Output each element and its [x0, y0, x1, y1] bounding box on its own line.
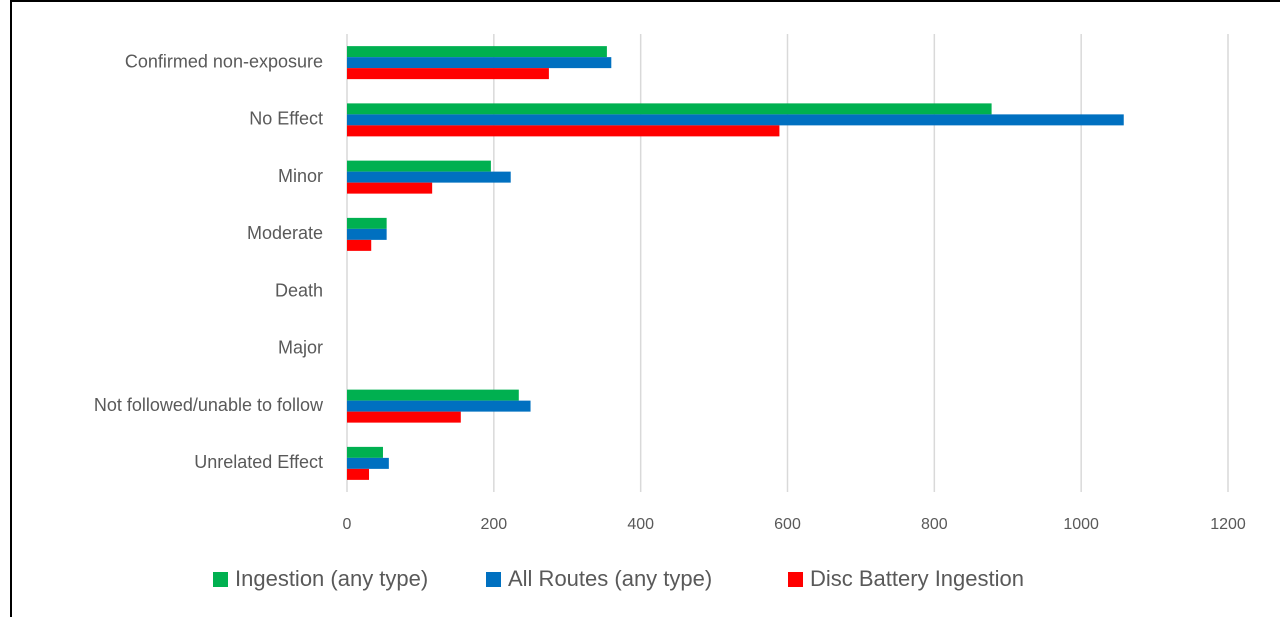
- y-tick-label: Death: [275, 280, 323, 300]
- bar: [347, 57, 612, 69]
- x-tick-label: 200: [480, 516, 507, 533]
- bar: [347, 446, 383, 458]
- y-tick-label: Unrelated Effect: [194, 452, 323, 472]
- bar: [347, 468, 370, 480]
- bar: [347, 400, 531, 412]
- legend-label: Disc Battery Ingestion: [810, 566, 1024, 591]
- legend-label: All Routes (any type): [508, 566, 712, 591]
- legend-swatch: [486, 572, 501, 587]
- bar: [347, 68, 549, 80]
- legend-label: Ingestion (any type): [235, 566, 428, 591]
- y-tick-label: Confirmed non-exposure: [125, 51, 323, 71]
- bar: [347, 160, 491, 172]
- x-tick-label: 0: [343, 516, 352, 533]
- y-tick-label: Major: [278, 338, 323, 358]
- bar: [347, 171, 511, 183]
- bar: [347, 103, 992, 115]
- y-tick-label: Moderate: [247, 223, 323, 243]
- bar: [347, 114, 1124, 126]
- bar: [347, 228, 387, 240]
- bar: [347, 125, 780, 137]
- x-tick-label: 600: [774, 516, 801, 533]
- y-tick-label: No Effect: [249, 109, 323, 129]
- x-tick-label: 1200: [1210, 516, 1246, 533]
- bar: [347, 457, 389, 469]
- bar: [347, 389, 519, 401]
- y-tick-label: Not followed/unable to follow: [94, 395, 324, 415]
- bar: [347, 239, 372, 251]
- legend-swatch: [213, 572, 228, 587]
- x-tick-label: 800: [921, 516, 948, 533]
- legend-swatch: [788, 572, 803, 587]
- x-tick-label: 1000: [1063, 516, 1099, 533]
- y-tick-label: Minor: [278, 166, 323, 186]
- bar: [347, 217, 387, 229]
- x-tick-label: 400: [627, 516, 654, 533]
- bar: [347, 46, 607, 58]
- bar: [347, 182, 433, 194]
- bar: [347, 411, 461, 423]
- chart-border: [10, 0, 1280, 617]
